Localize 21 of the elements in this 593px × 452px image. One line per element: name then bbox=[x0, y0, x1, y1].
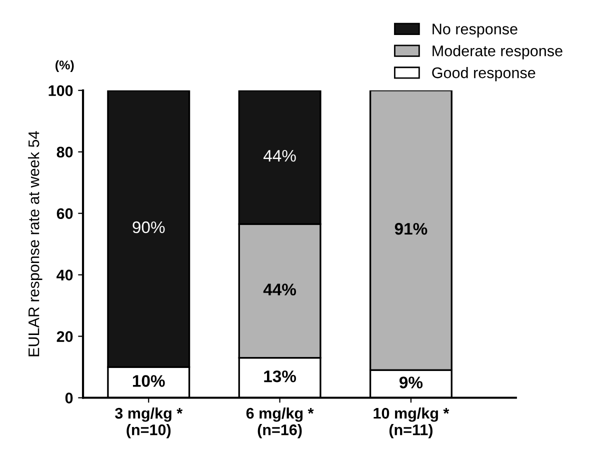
data-label: 13% bbox=[264, 370, 296, 382]
y-tick-label: 100 bbox=[48, 85, 73, 96]
data-label: 44% bbox=[263, 284, 296, 296]
legend-label: Moderate response bbox=[432, 45, 562, 60]
legend-label: Good response bbox=[432, 66, 536, 82]
y-tick-label: 0 bbox=[65, 392, 73, 404]
y-tick-label: 20 bbox=[56, 331, 73, 342]
data-label: 9% bbox=[400, 376, 423, 388]
text: (%) bbox=[56, 60, 74, 72]
x-tick-label: 10 mg/kg * (n=11) bbox=[374, 407, 450, 438]
x-tick-label: 3 mg/kg * (n=10) bbox=[115, 407, 183, 438]
x-tick-label: 6 mg/kg * (n=16) bbox=[246, 407, 314, 438]
data-label: 90% bbox=[132, 221, 165, 234]
legend-label: No response bbox=[432, 24, 518, 38]
y-tick-label: 40 bbox=[56, 270, 73, 280]
data-label: 10% bbox=[132, 375, 165, 387]
data-label: 91% bbox=[394, 222, 428, 235]
data-label: 44% bbox=[263, 150, 296, 162]
y-tick-label: 80 bbox=[56, 146, 73, 158]
y-tick-label: 60 bbox=[56, 208, 73, 220]
y-axis-title: EULAR response rate at week 54 bbox=[28, 131, 42, 356]
